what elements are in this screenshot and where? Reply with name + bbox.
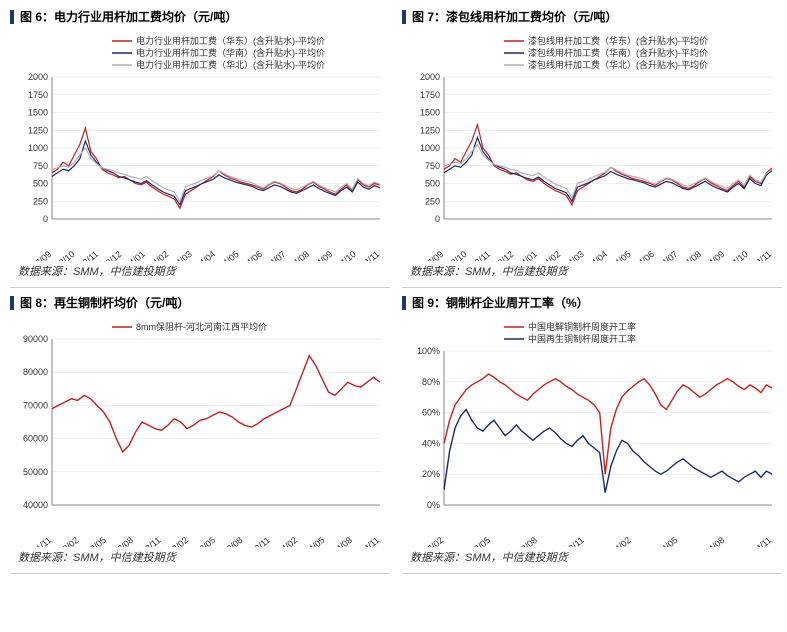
svg-text:1250: 1250 (420, 125, 440, 135)
svg-text:250: 250 (33, 196, 48, 206)
svg-text:0%: 0% (427, 500, 440, 510)
title-row: 图 6：电力行业用杆加工费均价（元/吨） (10, 8, 390, 25)
svg-text:2024/11: 2024/11 (742, 535, 773, 547)
svg-text:2024/11: 2024/11 (350, 535, 381, 547)
svg-text:2023/09: 2023/09 (414, 249, 445, 261)
title-row: 图 7：漆包线用杆加工费均价（元/吨） (402, 8, 782, 25)
svg-text:2021/11: 2021/11 (22, 535, 53, 547)
svg-text:2024/08: 2024/08 (695, 535, 726, 547)
svg-text:1500: 1500 (28, 108, 48, 118)
svg-text:2022/02: 2022/02 (49, 535, 80, 547)
chart7-title: 图 7：漆包线用杆加工费均价（元/吨） (412, 8, 617, 25)
title-accent-bar (10, 296, 14, 310)
title-accent-bar (402, 10, 406, 24)
panel-chart8: 图 8：再生铜制杆均价（元/吨） 8mm保阻杆-河北河南江西平均价 40000 50… (4, 290, 396, 576)
svg-text:2023/11: 2023/11 (555, 535, 586, 547)
svg-text:1500: 1500 (420, 108, 440, 118)
svg-text:电力行业用杆加工费（华东）(含升贴水)-平均价: 电力行业用杆加工费（华东）(含升贴水)-平均价 (136, 35, 325, 46)
svg-text:2022/11: 2022/11 (132, 535, 163, 547)
svg-text:漆包线用杆加工费（华北）(含升贴水)-平均价: 漆包线用杆加工费（华北）(含升贴水)-平均价 (528, 59, 708, 70)
svg-text:90000: 90000 (23, 334, 48, 344)
svg-text:8mm保阻杆-河北河南江西平均价: 8mm保阻杆-河北河南江西平均价 (136, 321, 267, 332)
svg-text:0: 0 (43, 214, 48, 224)
svg-text:2023/08: 2023/08 (508, 535, 539, 547)
svg-text:漆包线用杆加工费（华东）(含升贴水)-平均价: 漆包线用杆加工费（华东）(含升贴水)-平均价 (528, 35, 708, 46)
svg-text:漆包线用杆加工费（华南）(含升贴水)-平均价: 漆包线用杆加工费（华南）(含升贴水)-平均价 (528, 47, 708, 58)
svg-text:2024/08: 2024/08 (323, 535, 354, 547)
svg-text:20%: 20% (422, 469, 440, 479)
svg-text:50000: 50000 (23, 467, 48, 477)
panel-chart7: 图 7：漆包线用杆加工费均价（元/吨） 漆包线用杆加工费（华东）(含升贴水)-平… (396, 4, 787, 290)
svg-text:70000: 70000 (23, 400, 48, 410)
chart9-plot: 中国电解铜制杆周度开工率中国再生铜制杆周度开工率 0% 20% 40% 60% 80% 10… (402, 317, 782, 547)
svg-text:2024/05: 2024/05 (648, 535, 679, 547)
svg-text:2000: 2000 (28, 72, 48, 82)
svg-text:2023/09: 2023/09 (22, 249, 53, 261)
chart8-source: 数据来源：SMM，中信建投期货 (10, 547, 390, 574)
title-row: 图 8：再生铜制杆均价（元/吨） (10, 294, 390, 311)
svg-text:500: 500 (425, 179, 440, 189)
svg-text:中国再生铜制杆周度开工率: 中国再生铜制杆周度开工率 (528, 333, 636, 344)
svg-text:60%: 60% (422, 408, 440, 418)
chart-grid: 图 6：电力行业用杆加工费均价（元/吨） 电力行业用杆加工费（华东）(含升贴水)… (0, 0, 787, 580)
chart7-source: 数据来源：SMM，中信建投期货 (402, 261, 782, 288)
svg-text:500: 500 (33, 179, 48, 189)
svg-text:1750: 1750 (420, 90, 440, 100)
svg-text:电力行业用杆加工费（华北）(含升贴水)-平均价: 电力行业用杆加工费（华北）(含升贴水)-平均价 (136, 59, 325, 70)
chart9-source: 数据来源：SMM，中信建投期货 (402, 547, 782, 574)
title-accent-bar (10, 10, 14, 24)
svg-text:80000: 80000 (23, 367, 48, 377)
svg-text:1750: 1750 (28, 90, 48, 100)
title-row: 图 9：铜制杆企业周开工率（%） (402, 294, 782, 311)
svg-text:40000: 40000 (23, 500, 48, 510)
panel-chart6: 图 6：电力行业用杆加工费均价（元/吨） 电力行业用杆加工费（华东）(含升贴水)… (4, 4, 396, 290)
svg-text:2000: 2000 (420, 72, 440, 82)
svg-text:2023/05: 2023/05 (461, 535, 492, 547)
svg-text:2022/05: 2022/05 (77, 535, 108, 547)
svg-text:2023/02: 2023/02 (414, 535, 445, 547)
svg-text:2023/08: 2023/08 (213, 535, 244, 547)
panel-chart9: 图 9：铜制杆企业周开工率（%） 中国电解铜制杆周度开工率中国再生铜制杆周度开工… (396, 290, 787, 576)
svg-text:250: 250 (425, 196, 440, 206)
title-accent-bar (402, 296, 406, 310)
chart6-source: 数据来源：SMM，中信建投期货 (10, 261, 390, 288)
svg-text:2023/05: 2023/05 (186, 535, 217, 547)
svg-text:0: 0 (435, 214, 440, 224)
svg-text:中国电解铜制杆周度开工率: 中国电解铜制杆周度开工率 (528, 321, 636, 332)
svg-text:750: 750 (425, 161, 440, 171)
svg-text:60000: 60000 (23, 434, 48, 444)
svg-text:80%: 80% (422, 377, 440, 387)
svg-text:电力行业用杆加工费（华南）(含升贴水)-平均价: 电力行业用杆加工费（华南）(含升贴水)-平均价 (136, 47, 325, 58)
svg-text:2023/02: 2023/02 (159, 535, 190, 547)
chart8-plot: 8mm保阻杆-河北河南江西平均价 40000 50000 60000 70000 8000… (10, 317, 390, 547)
svg-text:750: 750 (33, 161, 48, 171)
chart6-plot: 电力行业用杆加工费（华东）(含升贴水)-平均价电力行业用杆加工费（华南）(含升贴… (10, 31, 390, 261)
svg-text:2024/02: 2024/02 (601, 535, 632, 547)
svg-text:1000: 1000 (420, 143, 440, 153)
svg-text:40%: 40% (422, 438, 440, 448)
chart8-title: 图 8：再生铜制杆均价（元/吨） (20, 294, 189, 311)
chart9-title: 图 9：铜制杆企业周开工率（%） (412, 294, 589, 311)
svg-text:2023/11: 2023/11 (241, 535, 272, 547)
svg-text:2024/05: 2024/05 (295, 535, 326, 547)
svg-text:100%: 100% (417, 346, 440, 356)
svg-text:2024/02: 2024/02 (268, 535, 299, 547)
svg-text:1250: 1250 (28, 125, 48, 135)
svg-text:1000: 1000 (28, 143, 48, 153)
svg-text:2022/08: 2022/08 (104, 535, 135, 547)
chart6-title: 图 6：电力行业用杆加工费均价（元/吨） (20, 8, 237, 25)
chart7-plot: 漆包线用杆加工费（华东）(含升贴水)-平均价漆包线用杆加工费（华南）(含升贴水)… (402, 31, 782, 261)
